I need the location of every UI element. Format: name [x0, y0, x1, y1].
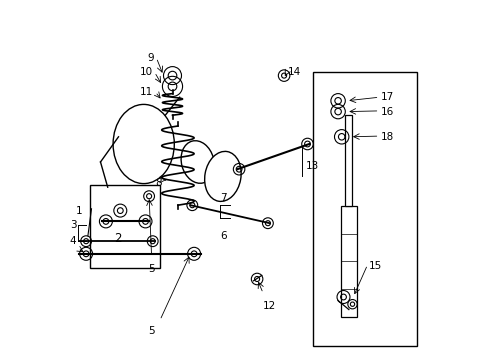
- Bar: [340, 206, 356, 317]
- Text: 14: 14: [287, 67, 300, 77]
- Bar: [345, 115, 352, 206]
- Text: 5: 5: [148, 326, 155, 336]
- Text: 17: 17: [380, 92, 393, 102]
- Ellipse shape: [204, 152, 241, 201]
- Text: 4: 4: [70, 236, 76, 246]
- Text: 18: 18: [380, 132, 393, 142]
- Text: 13: 13: [305, 161, 318, 171]
- Bar: [89, 185, 160, 268]
- Text: 8: 8: [155, 178, 162, 188]
- Text: 2: 2: [114, 232, 122, 245]
- Text: 5: 5: [148, 264, 155, 274]
- Text: 7: 7: [220, 193, 226, 203]
- Text: 10: 10: [139, 67, 152, 77]
- Bar: [312, 72, 416, 346]
- Text: 12: 12: [262, 301, 275, 311]
- Text: 3: 3: [70, 220, 76, 230]
- Ellipse shape: [113, 104, 174, 184]
- Text: 1: 1: [76, 206, 82, 216]
- Text: 15: 15: [368, 261, 381, 271]
- Text: 16: 16: [380, 107, 393, 117]
- Ellipse shape: [181, 141, 214, 183]
- Text: 11: 11: [139, 87, 152, 97]
- Text: 6: 6: [220, 231, 226, 241]
- Text: 9: 9: [147, 53, 153, 63]
